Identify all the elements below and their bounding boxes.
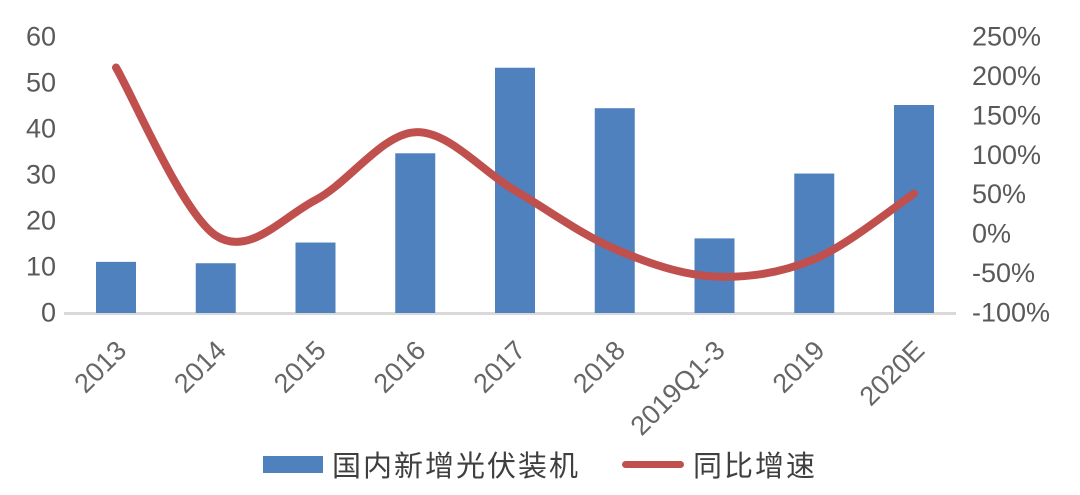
- bar-2013: [96, 261, 136, 313]
- x-axis-label-2018: 2018: [567, 335, 631, 399]
- y-axis-right-tick-label: 0%: [972, 219, 1011, 249]
- legend-item-line-series: 同比增速: [622, 443, 817, 485]
- x-axis-label-2016: 2016: [368, 335, 432, 399]
- y-axis-left-tick-label: 40: [26, 114, 56, 144]
- chart-legend: 国内新增光伏装机 同比增速: [0, 438, 1080, 490]
- x-axis-label-2014: 2014: [168, 335, 232, 399]
- x-axis-label-2020E: 2020E: [854, 335, 930, 411]
- x-axis-label-2019Q1-3: 2019Q1-3: [625, 335, 731, 438]
- legend-item-bar-series: 国内新增光伏装机: [262, 443, 580, 485]
- x-axis-label-2015: 2015: [268, 335, 332, 399]
- bar-series-legend-label: 国内新增光伏装机: [331, 451, 580, 483]
- y-axis-right-tick-label: 200%: [972, 61, 1041, 91]
- y-axis-left-tick-label: 30: [26, 160, 56, 190]
- line-series-legend-label: 同比增速: [693, 451, 818, 483]
- bar-2020E: [894, 105, 934, 313]
- x-axis-label-2013: 2013: [69, 335, 133, 399]
- y-axis-right-tick-label: 50%: [972, 179, 1026, 209]
- y-axis-left-tick-label: 10: [26, 252, 56, 282]
- x-axis-label-2019: 2019: [767, 335, 831, 399]
- line-series-swatch-icon: [622, 460, 684, 468]
- bar-2015: [295, 242, 336, 313]
- y-axis-right-tick-label: -100%: [972, 298, 1050, 328]
- bar-2019: [794, 173, 835, 313]
- bar-2014: [195, 263, 236, 313]
- bar-2016: [395, 153, 436, 313]
- y-axis-left-tick-label: 50: [26, 68, 56, 98]
- bar-series-swatch-icon: [262, 455, 323, 473]
- y-axis-right-tick-label: 150%: [972, 100, 1041, 130]
- y-axis-left-tick-label: 0: [41, 298, 56, 328]
- growth-rate-line: [112, 63, 918, 281]
- x-axis-label-2017: 2017: [468, 335, 532, 399]
- y-axis-left-tick-label: 20: [26, 206, 56, 236]
- chart-plot-area: 0 10 20 30 40 50 60 -100% -50% 0% 50% 100% 150% 200% 2…: [26, 22, 1050, 439]
- bar-2018: [594, 108, 635, 313]
- y-axis-right-tick-label: -50%: [972, 258, 1035, 288]
- y-axis-right-tick-label: 100%: [972, 140, 1041, 170]
- y-axis-left-tick-label: 60: [26, 22, 56, 52]
- y-axis-right-tick-label: 250%: [972, 22, 1041, 52]
